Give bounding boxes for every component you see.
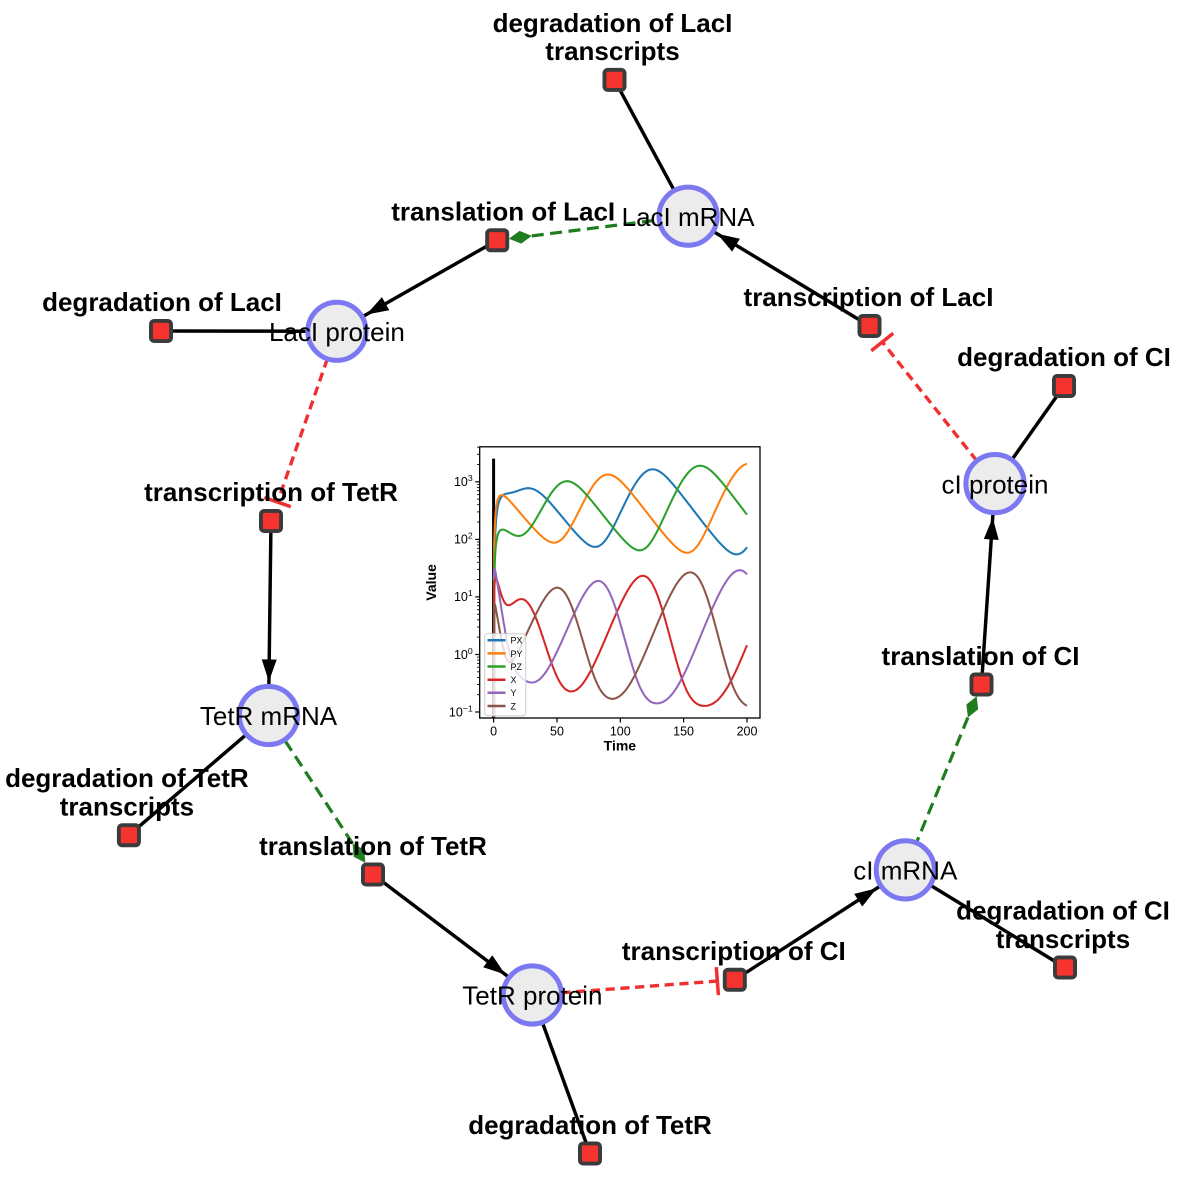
svg-text:transcripts: transcripts	[996, 924, 1130, 954]
svg-text:X: X	[511, 675, 517, 685]
svg-text:degradation of TetR: degradation of TetR	[468, 1110, 712, 1140]
svg-text:100: 100	[610, 725, 631, 739]
svg-text:Time: Time	[604, 738, 637, 754]
svg-text:Value: Value	[423, 564, 439, 601]
svg-text:TetR mRNA: TetR mRNA	[200, 701, 338, 731]
svg-text:degradation of LacI: degradation of LacI	[493, 8, 733, 38]
svg-text:transcription of TetR: transcription of TetR	[144, 477, 398, 507]
svg-text:PY: PY	[511, 649, 523, 659]
svg-text:50: 50	[550, 725, 564, 739]
svg-text:transcripts: transcripts	[545, 36, 679, 66]
svg-text:degradation of CI: degradation of CI	[957, 342, 1171, 372]
svg-text:transcripts: transcripts	[60, 792, 194, 822]
svg-text:translation of CI: translation of CI	[882, 641, 1080, 671]
svg-text:transcription of LacI: transcription of LacI	[744, 282, 994, 312]
svg-text:cI protein: cI protein	[942, 469, 1049, 499]
svg-text:LacI mRNA: LacI mRNA	[622, 202, 756, 232]
svg-text:Z: Z	[511, 701, 517, 711]
svg-text:TetR protein: TetR protein	[462, 981, 602, 1011]
svg-text:LacI protein: LacI protein	[269, 317, 405, 347]
svg-text:degradation of LacI: degradation of LacI	[42, 287, 282, 317]
svg-text:degradation of CI: degradation of CI	[956, 896, 1170, 926]
svg-text:0: 0	[490, 725, 497, 739]
svg-text:Y: Y	[511, 688, 517, 698]
svg-text:translation of LacI: translation of LacI	[391, 196, 615, 226]
svg-text:PZ: PZ	[511, 662, 523, 672]
svg-text:transcription of CI: transcription of CI	[622, 936, 846, 966]
svg-text:cI mRNA: cI mRNA	[853, 856, 958, 886]
svg-text:150: 150	[673, 725, 694, 739]
svg-text:degradation of TetR: degradation of TetR	[5, 763, 249, 793]
svg-text:translation of TetR: translation of TetR	[259, 831, 487, 861]
svg-text:200: 200	[737, 725, 758, 739]
svg-text:PX: PX	[511, 636, 523, 646]
